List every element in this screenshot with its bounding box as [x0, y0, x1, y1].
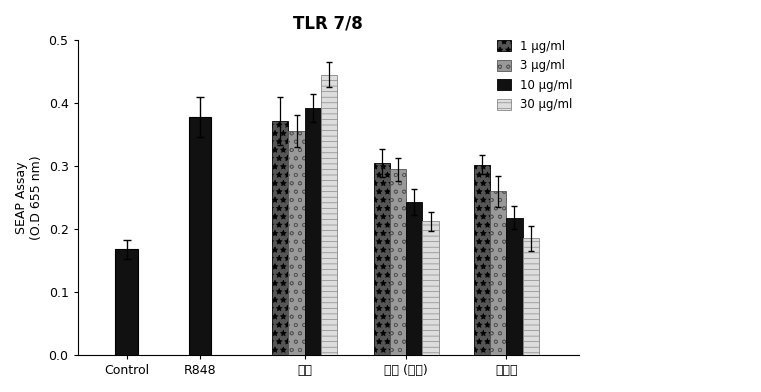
- Bar: [288, 131, 304, 355]
- Bar: [272, 121, 288, 355]
- Bar: [490, 191, 506, 355]
- Bar: [406, 202, 422, 355]
- Legend: 1 μg/ml, 3 μg/ml, 10 μg/ml, 30 μg/ml: 1 μg/ml, 3 μg/ml, 10 μg/ml, 30 μg/ml: [497, 40, 573, 111]
- Bar: [304, 108, 321, 355]
- Y-axis label: SEAP Assay
(O.D 655 nm): SEAP Assay (O.D 655 nm): [15, 155, 43, 240]
- Bar: [115, 249, 138, 355]
- Bar: [374, 163, 390, 355]
- Bar: [473, 165, 490, 355]
- Bar: [321, 75, 337, 355]
- Bar: [390, 169, 406, 355]
- Bar: [506, 218, 523, 355]
- Bar: [422, 221, 439, 355]
- Bar: [189, 117, 212, 355]
- Title: TLR 7/8: TLR 7/8: [293, 15, 363, 33]
- Bar: [523, 238, 539, 355]
